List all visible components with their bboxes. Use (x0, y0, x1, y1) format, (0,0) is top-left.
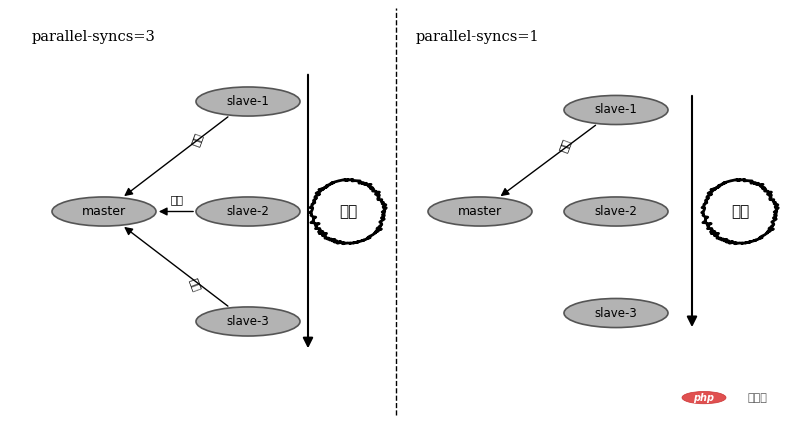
Text: slave-1: slave-1 (594, 104, 638, 116)
Text: parallel-syncs=3: parallel-syncs=3 (32, 30, 156, 44)
Text: slave-3: slave-3 (226, 315, 270, 328)
Text: 中文网: 中文网 (748, 393, 768, 403)
Text: 复制: 复制 (189, 275, 203, 291)
Ellipse shape (196, 197, 300, 226)
Ellipse shape (196, 87, 300, 116)
Ellipse shape (564, 96, 668, 124)
Text: 复制: 复制 (189, 132, 203, 148)
Text: 复制: 复制 (170, 194, 182, 204)
Text: 并行: 并行 (339, 204, 357, 219)
Text: parallel-syncs=1: parallel-syncs=1 (416, 30, 540, 44)
Ellipse shape (428, 197, 532, 226)
Text: 顺序: 顺序 (731, 204, 749, 219)
Ellipse shape (196, 307, 300, 336)
Text: slave-1: slave-1 (226, 95, 270, 108)
Ellipse shape (564, 197, 668, 226)
Text: 复制: 复制 (557, 138, 571, 154)
Text: slave-2: slave-2 (594, 205, 638, 218)
Text: slave-3: slave-3 (594, 307, 638, 319)
Text: php: php (694, 393, 714, 403)
Text: slave-2: slave-2 (226, 205, 270, 218)
Text: master: master (458, 205, 502, 218)
Ellipse shape (682, 391, 726, 404)
Ellipse shape (564, 299, 668, 327)
Ellipse shape (52, 197, 156, 226)
Text: master: master (82, 205, 126, 218)
